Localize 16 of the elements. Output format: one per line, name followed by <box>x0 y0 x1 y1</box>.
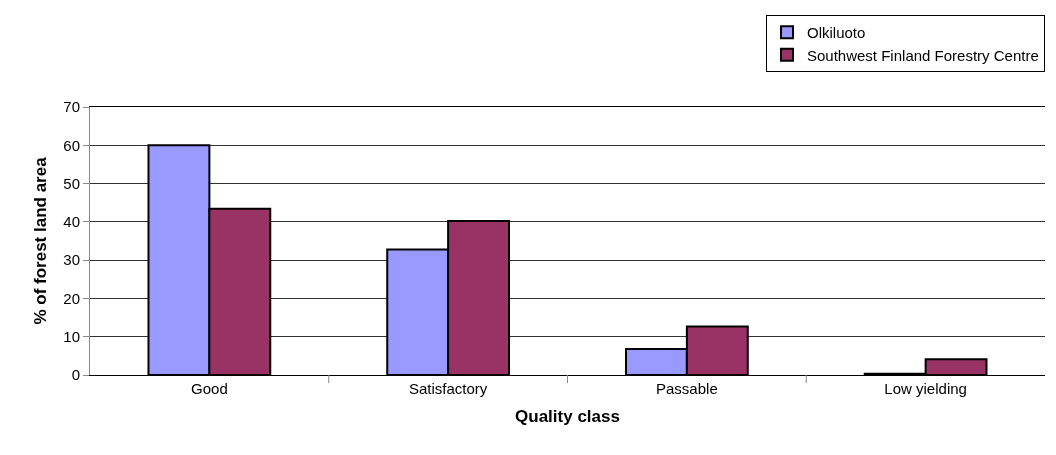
y-tick-label: 20 <box>63 289 80 307</box>
x-axis-title: Quality class <box>515 407 620 427</box>
x-tick-label: Good <box>191 380 228 397</box>
legend-label: Southwest Finland Forestry Centre <box>807 46 1039 64</box>
x-tick-label: Low yielding <box>884 380 967 397</box>
x-tick-label: Satisfactory <box>408 380 488 397</box>
y-tick-label: 70 <box>63 98 80 116</box>
x-tick-label: Passable <box>656 380 718 397</box>
y-tick-label: 60 <box>63 136 80 154</box>
y-axis-title: % of forest land area <box>30 156 50 325</box>
y-tick-label: 10 <box>63 327 80 345</box>
y-tick-label: 30 <box>63 251 80 269</box>
y-tick-label: 50 <box>63 174 80 192</box>
legend-label: Olkiluoto <box>807 24 866 42</box>
y-tick-label: 40 <box>63 213 80 231</box>
y-tick-label: 0 <box>71 366 80 384</box>
